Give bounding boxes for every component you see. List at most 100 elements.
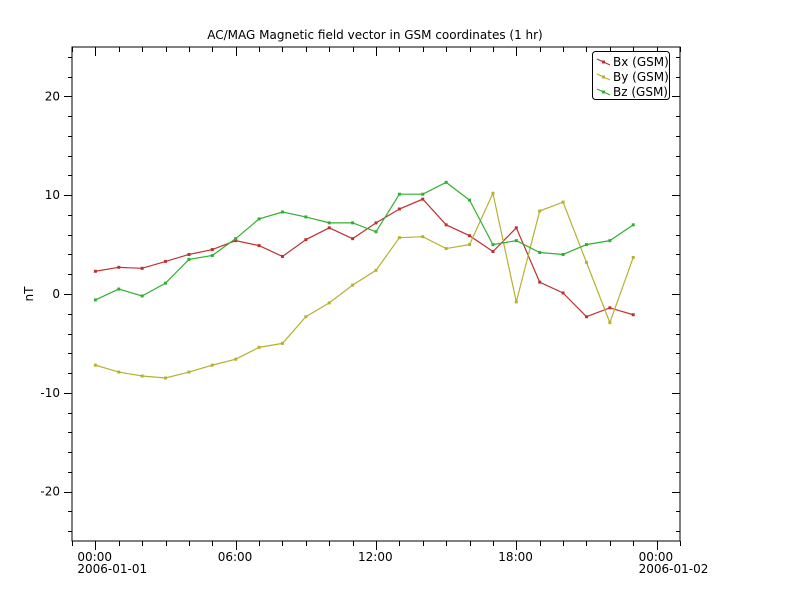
data-point: [584, 260, 588, 264]
legend-label: Bz (GSM): [613, 85, 668, 99]
y-tick-label: 20: [45, 89, 60, 103]
x-tick-date-label: 2006-01-01: [77, 562, 147, 576]
data-point: [421, 192, 425, 196]
series-line: [95, 198, 634, 318]
data-point: [280, 210, 284, 214]
data-point: [514, 239, 518, 243]
series-bx: [93, 197, 635, 319]
data-point: [514, 226, 518, 230]
series-bz: [93, 180, 635, 302]
data-point: [444, 180, 448, 184]
data-point: [327, 221, 331, 225]
data-point: [93, 363, 97, 367]
data-point: [584, 243, 588, 247]
data-point: [538, 280, 542, 284]
data-point: [210, 253, 214, 257]
x-tick-date-label: 2006-01-02: [639, 562, 709, 576]
x-tick-label: 18:00: [498, 550, 533, 564]
data-point: [234, 239, 238, 243]
data-point: [608, 239, 612, 243]
data-point: [631, 313, 635, 317]
data-point: [468, 243, 472, 247]
x-tick-label: 00:00: [77, 550, 112, 564]
data-point: [280, 341, 284, 345]
series-line: [95, 181, 634, 301]
data-point: [257, 244, 261, 248]
data-point: [210, 248, 214, 252]
data-point: [257, 217, 261, 221]
data-point: [210, 363, 214, 367]
data-point: [140, 374, 144, 378]
y-tick-label: -10: [40, 386, 60, 400]
data-point: [374, 221, 378, 225]
data-point: [117, 265, 121, 269]
data-point: [397, 236, 401, 240]
data-point: [280, 254, 284, 258]
data-point: [468, 234, 472, 238]
data-point: [444, 247, 448, 251]
chart-title: AC/MAG Magnetic field vector in GSM coor…: [207, 28, 543, 42]
data-point: [374, 230, 378, 234]
legend-marker: [602, 75, 605, 79]
plot-area: [71, 46, 681, 542]
data-point: [234, 357, 238, 361]
data-point: [491, 250, 495, 254]
data-point: [397, 207, 401, 211]
y-axis-label: nT: [22, 286, 36, 302]
data-point: [304, 215, 308, 219]
data-point: [421, 235, 425, 239]
series-line: [95, 191, 634, 379]
data-point: [538, 251, 542, 255]
data-point: [421, 197, 425, 201]
legend-label: By (GSM): [613, 70, 669, 84]
data-point: [140, 294, 144, 298]
data-point: [117, 370, 121, 374]
legend-box: [592, 51, 670, 100]
data-point: [491, 243, 495, 247]
data-point: [93, 298, 97, 302]
data-point: [187, 370, 191, 374]
data-point: [234, 237, 238, 241]
data-point: [561, 291, 565, 295]
x-tick-label: 12:00: [358, 550, 393, 564]
data-point: [327, 301, 331, 305]
data-point: [304, 315, 308, 319]
data-point: [631, 255, 635, 259]
legend-marker: [602, 60, 605, 64]
data-point: [631, 223, 635, 227]
data-point: [538, 209, 542, 213]
y-tick-label: 0: [52, 287, 60, 301]
y-tick-label: 10: [45, 188, 60, 202]
data-point: [444, 223, 448, 227]
data-point: [397, 192, 401, 196]
data-point: [514, 300, 518, 304]
data-point: [374, 268, 378, 272]
data-point: [187, 257, 191, 261]
data-point: [327, 226, 331, 230]
x-tick-label: 00:00: [639, 550, 674, 564]
data-point: [584, 315, 588, 319]
data-point: [164, 376, 168, 380]
legend-label: Bx (GSM): [613, 55, 669, 69]
data-point: [164, 281, 168, 285]
data-point: [468, 198, 472, 202]
data-point: [608, 321, 612, 325]
data-point: [93, 269, 97, 273]
y-tick-label: -20: [40, 485, 60, 499]
legend: Bx (GSM)By (GSM)Bz (GSM): [592, 51, 670, 100]
data-point: [304, 238, 308, 242]
data-point: [351, 283, 355, 287]
data-point: [117, 287, 121, 291]
data-point: [561, 200, 565, 204]
data-point: [257, 345, 261, 349]
legend-marker: [602, 90, 605, 94]
data-point: [351, 237, 355, 241]
data-point: [491, 191, 495, 195]
data-point: [187, 252, 191, 256]
data-point: [351, 221, 355, 225]
data-point: [561, 252, 565, 256]
series-by: [93, 191, 635, 380]
x-tick-label: 06:00: [218, 550, 253, 564]
data-point: [164, 259, 168, 263]
